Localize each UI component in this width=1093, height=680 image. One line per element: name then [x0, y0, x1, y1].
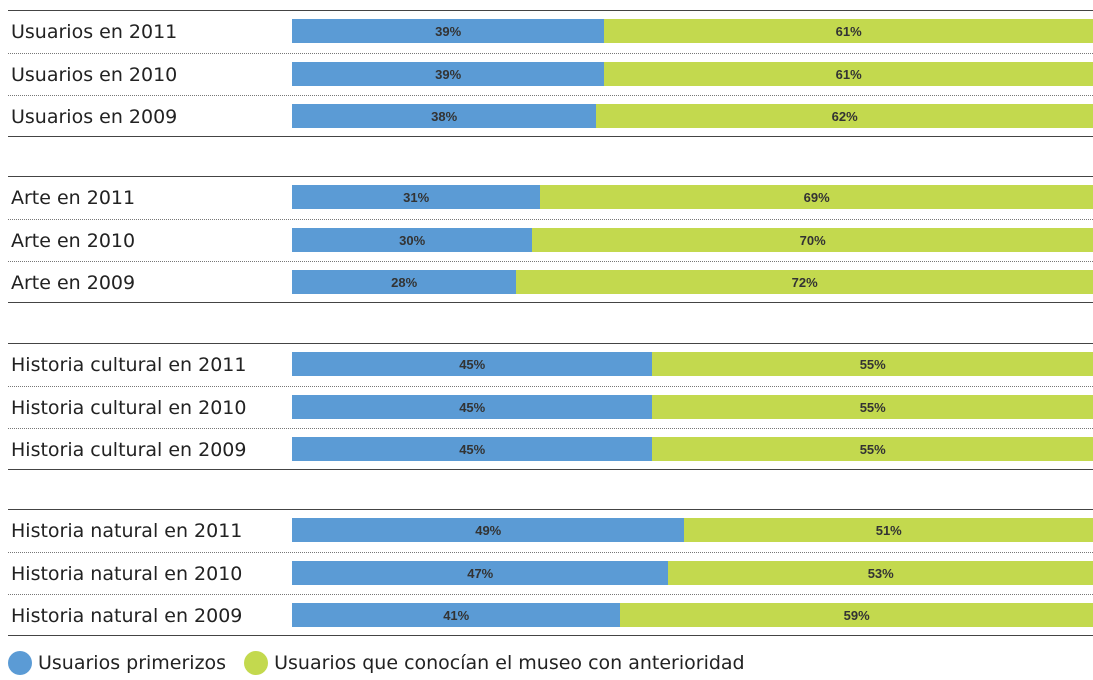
row-label: Historia cultural en 2009 [11, 438, 247, 461]
bar-segment-primerizos: 45% [292, 395, 653, 419]
legend: Usuarios primerizos Usuarios que conocía… [8, 651, 763, 675]
data-label: 38% [431, 108, 458, 124]
legend-label: Usuarios que conocían el museo con anter… [274, 652, 745, 674]
bar-track: 41% 59% [292, 603, 1093, 627]
data-label: 39% [435, 66, 462, 82]
bar-group: Historia natural en 2011 49% 51% Historia n… [8, 509, 1093, 636]
data-label: 69% [803, 189, 830, 205]
bar-segment-primerizos: 38% [292, 104, 597, 128]
bar-segment-primerizos: 39% [292, 62, 605, 86]
data-label: 49% [475, 522, 502, 538]
bar-segment-anteriores: 69% [540, 185, 1093, 209]
data-label: 55% [859, 399, 886, 415]
bar-track: 45% 55% [292, 352, 1093, 376]
data-label: 70% [799, 232, 826, 248]
bar-segment-primerizos: 31% [292, 185, 541, 209]
data-label: 61% [835, 66, 862, 82]
bar-segment-primerizos: 49% [292, 518, 685, 542]
data-label: 30% [399, 232, 426, 248]
legend-item-primerizos: Usuarios primerizos [8, 651, 226, 675]
data-label: 72% [791, 274, 818, 290]
bar-segment-anteriores: 55% [652, 352, 1093, 376]
bar-row: Usuarios en 2010 39% 61% [8, 53, 1093, 95]
data-label: 51% [875, 522, 902, 538]
bar-group: Arte en 2011 31% 69% Arte en 2010 30% 70% Arte… [8, 176, 1093, 303]
bar-segment-primerizos: 47% [292, 561, 669, 585]
bar-track: 45% 55% [292, 437, 1093, 461]
row-label: Arte en 2009 [11, 271, 136, 294]
row-label: Historia cultural en 2010 [11, 396, 247, 419]
bar-track: 39% 61% [292, 19, 1093, 43]
bar-segment-anteriores: 70% [532, 228, 1093, 252]
bar-segment-anteriores: 62% [596, 104, 1093, 128]
row-label: Historia natural en 2011 [11, 519, 243, 542]
bar-segment-primerizos: 30% [292, 228, 533, 252]
bar-segment-primerizos: 45% [292, 352, 653, 376]
legend-swatch-primerizos [8, 651, 32, 675]
row-label: Historia natural en 2010 [11, 562, 243, 585]
data-label: 45% [459, 356, 486, 372]
row-label: Usuarios en 2011 [11, 20, 178, 43]
bar-segment-anteriores: 59% [620, 603, 1093, 627]
bar-track: 30% 70% [292, 228, 1093, 252]
bar-segment-anteriores: 61% [604, 62, 1093, 86]
data-label: 39% [435, 23, 462, 39]
bar-segment-anteriores: 55% [652, 437, 1093, 461]
legend-item-anteriores: Usuarios que conocían el museo con anter… [244, 651, 745, 675]
bar-segment-anteriores: 55% [652, 395, 1093, 419]
bar-group: Usuarios en 2011 39% 61% Usuarios en 2010 39… [8, 10, 1093, 137]
data-label: 55% [859, 356, 886, 372]
data-label: 47% [467, 565, 494, 581]
data-label: 41% [443, 607, 470, 623]
legend-label: Usuarios primerizos [38, 652, 227, 674]
bar-row: Arte en 2010 30% 70% [8, 219, 1093, 261]
row-label: Usuarios en 2009 [11, 105, 178, 128]
data-label: 31% [403, 189, 430, 205]
bar-row: Usuarios en 2011 39% 61% [8, 11, 1093, 52]
bar-segment-primerizos: 45% [292, 437, 653, 461]
data-label: 59% [843, 607, 870, 623]
data-label: 53% [867, 565, 894, 581]
bar-segment-primerizos: 39% [292, 19, 605, 43]
data-label: 61% [835, 23, 862, 39]
bar-row: Historia cultural en 2010 45% 55% [8, 386, 1093, 428]
row-label: Arte en 2011 [11, 186, 136, 209]
data-label: 62% [831, 108, 858, 124]
bar-track: 47% 53% [292, 561, 1093, 585]
bar-segment-anteriores: 61% [604, 19, 1093, 43]
data-label: 45% [459, 441, 486, 457]
data-label: 28% [391, 274, 418, 290]
bar-row: Usuarios en 2009 38% 62% [8, 95, 1093, 137]
bar-track: 31% 69% [292, 185, 1093, 209]
row-label: Historia natural en 2009 [11, 604, 243, 627]
bar-segment-primerizos: 28% [292, 270, 517, 294]
legend-swatch-anteriores [244, 651, 269, 675]
bar-row: Historia natural en 2010 47% 53% [8, 552, 1093, 594]
row-label: Arte en 2010 [11, 229, 136, 252]
row-label: Usuarios en 2010 [11, 63, 178, 86]
bar-segment-anteriores: 53% [668, 561, 1093, 585]
bar-row: Historia cultural en 2011 45% 55% [8, 344, 1093, 385]
bar-segment-primerizos: 41% [292, 603, 621, 627]
bar-row: Historia natural en 2009 41% 59% [8, 594, 1093, 636]
bar-track: 38% 62% [292, 104, 1093, 128]
row-label: Historia cultural en 2011 [11, 353, 247, 376]
bar-row: Historia natural en 2011 49% 51% [8, 510, 1093, 551]
stacked-bar-chart: Usuarios en 2011 39% 61% Usuarios en 2010 39… [8, 10, 1093, 636]
bar-segment-anteriores: 72% [516, 270, 1093, 294]
bar-group: Historia cultural en 2011 45% 55% Historia … [8, 343, 1093, 470]
bar-segment-anteriores: 51% [684, 518, 1093, 542]
bar-track: 45% 55% [292, 395, 1093, 419]
bar-row: Arte en 2009 28% 72% [8, 261, 1093, 303]
bar-track: 49% 51% [292, 518, 1093, 542]
bar-row: Arte en 2011 31% 69% [8, 177, 1093, 218]
data-label: 45% [459, 399, 486, 415]
bar-row: Historia cultural en 2009 45% 55% [8, 428, 1093, 470]
bar-track: 39% 61% [292, 62, 1093, 86]
bar-track: 28% 72% [292, 270, 1093, 294]
data-label: 55% [859, 441, 886, 457]
